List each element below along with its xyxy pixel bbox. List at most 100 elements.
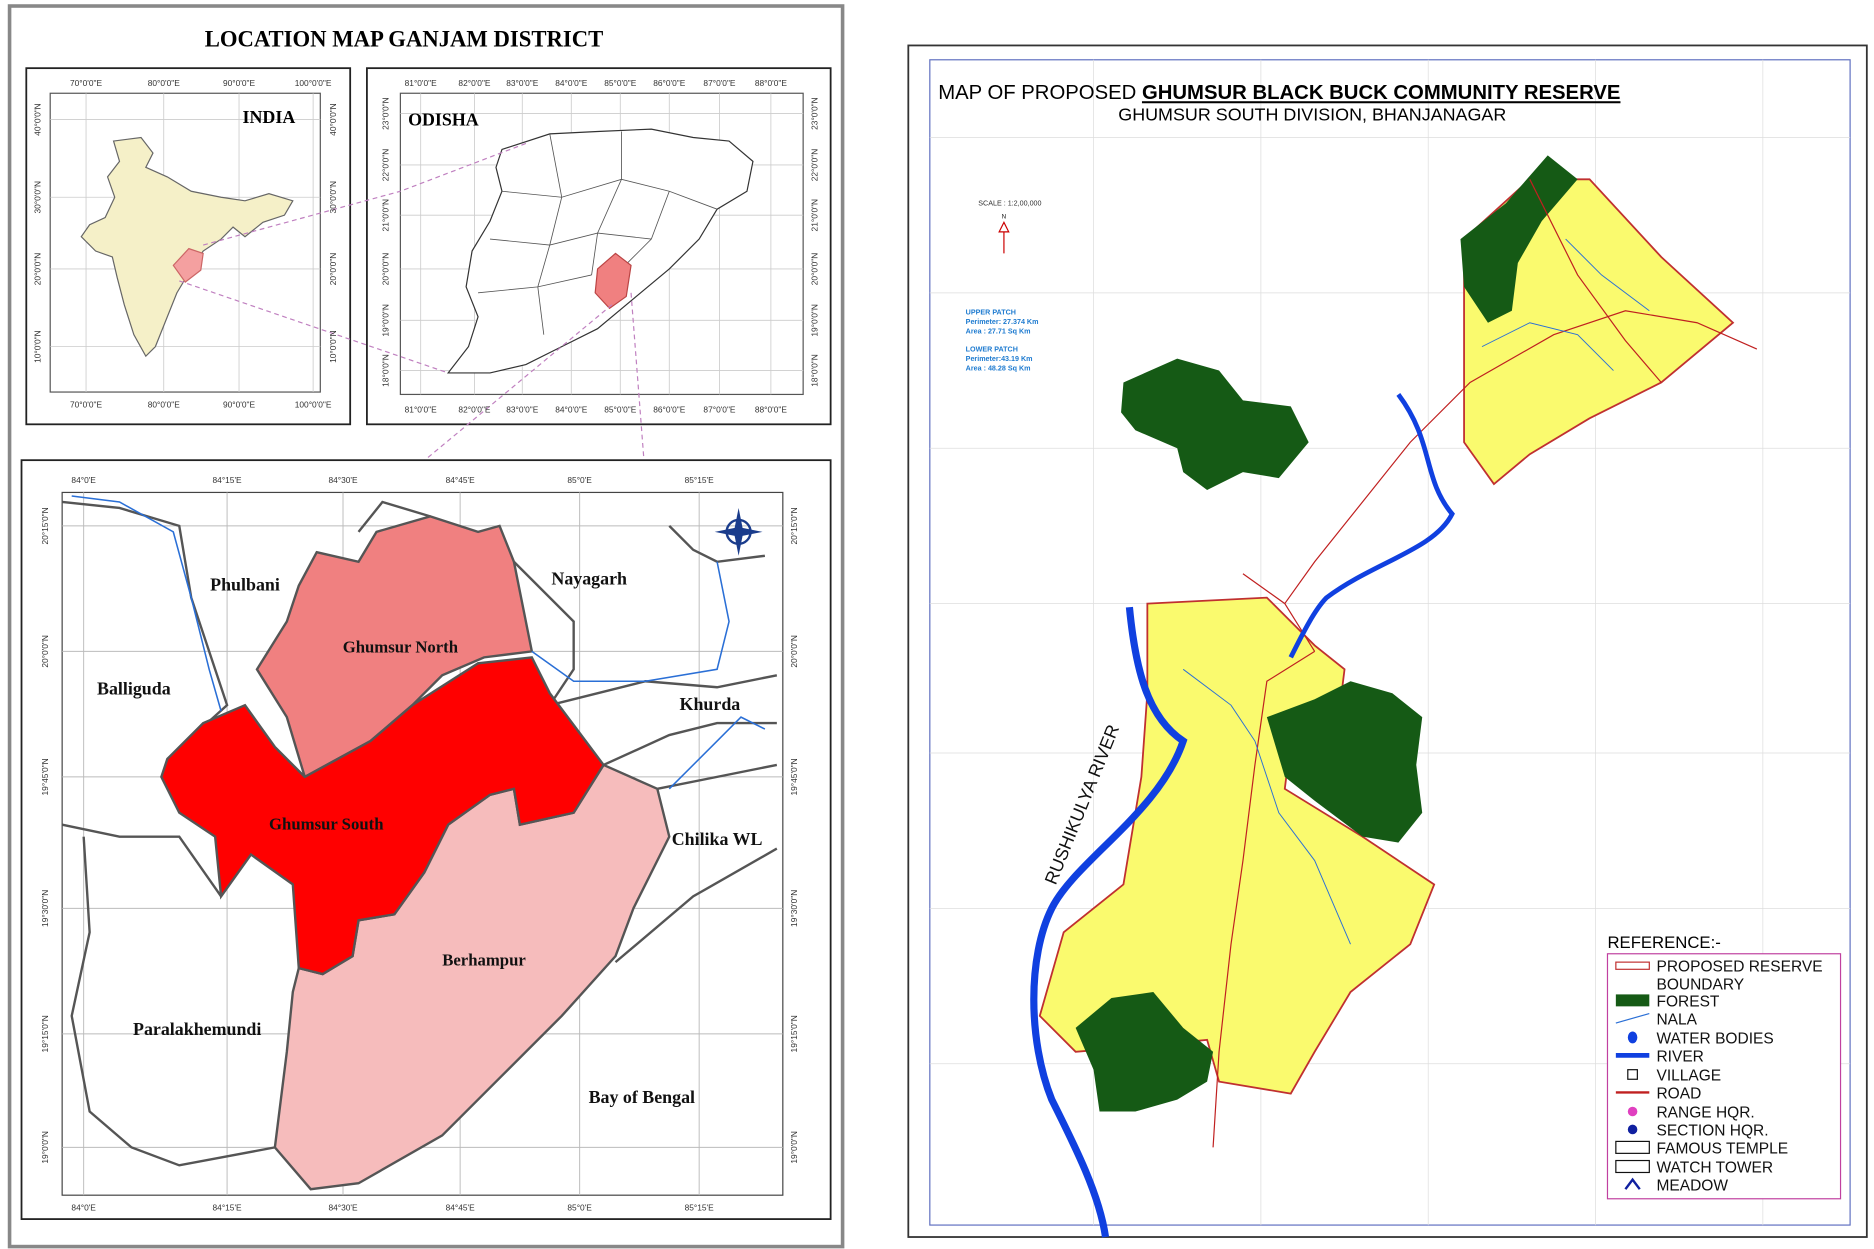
neighbour-label: Paralakhemundi [133,1019,261,1039]
x-tick-label: 90°0'0"E [223,78,256,88]
y-tick-label: 20°0'0"N [809,253,819,286]
x-tick-label: 84°0'E [71,475,96,485]
forests [1075,155,1578,1112]
x-tick-label: 81°0'0"E [405,404,438,414]
x-tick-label: 88°0'0"E [755,404,788,414]
legend-swatch [1624,1177,1641,1190]
legend-label: NALA [1656,1011,1697,1028]
river [1288,392,1455,659]
x-tick-label: 70°0'0"E [70,78,103,88]
y-tick-label: 21°0'0"N [809,199,819,232]
x-tick-label: 84°45'E [446,475,476,485]
neighbour-label: Chilika WL [672,829,763,849]
y-tick-label: 10°0'0"N [328,330,338,363]
y-tick-label: 19°30'0"N [789,890,799,927]
legend-label: BOUNDARY [1656,977,1744,994]
compass [714,507,763,556]
y-tick-label: 23°0'0"N [380,97,390,130]
inset-label: INDIA [243,107,296,127]
region-label: Ghumsur South [269,814,384,833]
legend-label: MEADOW [1656,1177,1728,1194]
river [1030,606,1188,1238]
x-tick-label: 86°0'0"E [653,404,686,414]
x-tick-label: 85°0'E [567,1203,592,1213]
y-tick-label: 20°0'0"N [789,635,799,668]
x-tick-label: 85°15'E [685,475,715,485]
x-tick-label: 84°45'E [446,1203,476,1213]
x-tick-label: 88°0'0"E [755,78,788,88]
y-tick-label: 22°0'0"N [809,149,819,182]
legend-label: SECTION HQR. [1656,1122,1768,1139]
region-label: Ghumsur North [343,638,459,657]
title-emphasis: GHUMSUR BLACK BUCK COMMUNITY RESERVE [1142,82,1621,104]
y-tick-label: 19°0'0"N [380,304,390,337]
x-tick-label: 85°0'E [567,475,592,485]
y-tick-label: 40°0'0"N [33,103,43,136]
patch-name: LOWER PATCH [966,345,1018,353]
legend-swatch [1627,1106,1638,1117]
x-tick-label: 100°0'0"E [295,78,332,88]
legend-swatch [1627,1069,1638,1080]
district-boundaries [478,131,718,335]
reserve-subtitle: GHUMSUR SOUTH DIVISION, BHANJANAGAR [1118,105,1506,125]
x-tick-label: 83°0'0"E [506,78,539,88]
x-tick-label: 80°0'0"E [148,400,181,410]
x-tick-label: 84°0'0"E [555,78,588,88]
region-ghumsur-north [255,515,534,779]
odisha-highlight [172,247,204,283]
patch-area: Area : 27.71 Sq Km [966,327,1031,335]
x-tick-label: 84°30'E [328,475,358,485]
y-tick-label: 20°15'0"N [40,507,50,544]
y-tick-label: 40°0'0"N [328,103,338,136]
x-tick-label: 84°15'E [213,1203,243,1213]
legend-swatch [1627,1031,1638,1044]
x-tick-label: 84°0'0"E [555,404,588,414]
legend-label: PROPOSED RESERVE [1656,959,1822,976]
patch-perimeter: Perimeter: 27.374 Km [966,318,1039,326]
patch-info: UPPER PATCH Perimeter: 27.374 Km Area : … [966,308,1039,372]
graticule [50,93,321,393]
neighbour-boundaries [61,500,778,1167]
y-tick-label: 30°0'0"N [328,181,338,214]
y-tick-label: 20°0'0"N [328,253,338,286]
graticule [400,93,804,395]
y-tick-label: 21°0'0"N [380,199,390,232]
x-tick-label: 87°0'0"E [703,404,736,414]
x-tick-label: 84°30'E [328,1203,358,1213]
inset-label: ODISHA [408,110,479,130]
legend-label: RIVER [1656,1048,1703,1065]
ganjam-highlight [594,252,632,310]
neighbour-label: Phulbani [210,574,280,594]
odisha-outline [446,128,754,374]
neighbour-label: Balliguda [97,678,171,698]
x-tick-label: 100°0'0"E [295,400,332,410]
patch-area: Area : 48.28 Sq Km [966,365,1031,373]
legend-label: FOREST [1656,993,1719,1010]
y-tick-label: 10°0'0"N [33,330,43,363]
title-prefix: MAP OF PROPOSED [938,82,1136,104]
neighbour-label: Khurda [680,694,741,714]
y-tick-label: 18°0'0"N [809,354,819,387]
legend-swatch [1615,961,1650,970]
neighbour-label: Bay of Bengal [589,1087,695,1107]
legend-label: FAMOUS TEMPLE [1656,1140,1788,1157]
x-tick-label: 85°0'0"E [604,404,637,414]
legend-label: WATER BODIES [1656,1030,1773,1047]
y-tick-label: 19°15'0"N [789,1015,799,1052]
map-neatline [929,59,1851,1226]
legend-swatch [1615,1140,1650,1154]
rivers [71,495,766,790]
y-tick-label: 19°0'0"N [789,1131,799,1164]
x-tick-label: 84°15'E [213,475,243,485]
y-tick-label: 22°0'0"N [380,149,390,182]
x-tick-label: 85°0'0"E [604,78,637,88]
x-tick-label: 86°0'0"E [653,78,686,88]
x-tick-label: 87°0'0"E [703,78,736,88]
reserve-map: MAP OF PROPOSED GHUMSUR BLACK BUCK COMMU… [907,44,1868,1238]
legend-swatch [1615,1012,1650,1024]
map-title: LOCATION MAP GANJAM DISTRICT [205,27,604,52]
x-tick-label: 84°0'E [71,1203,96,1213]
